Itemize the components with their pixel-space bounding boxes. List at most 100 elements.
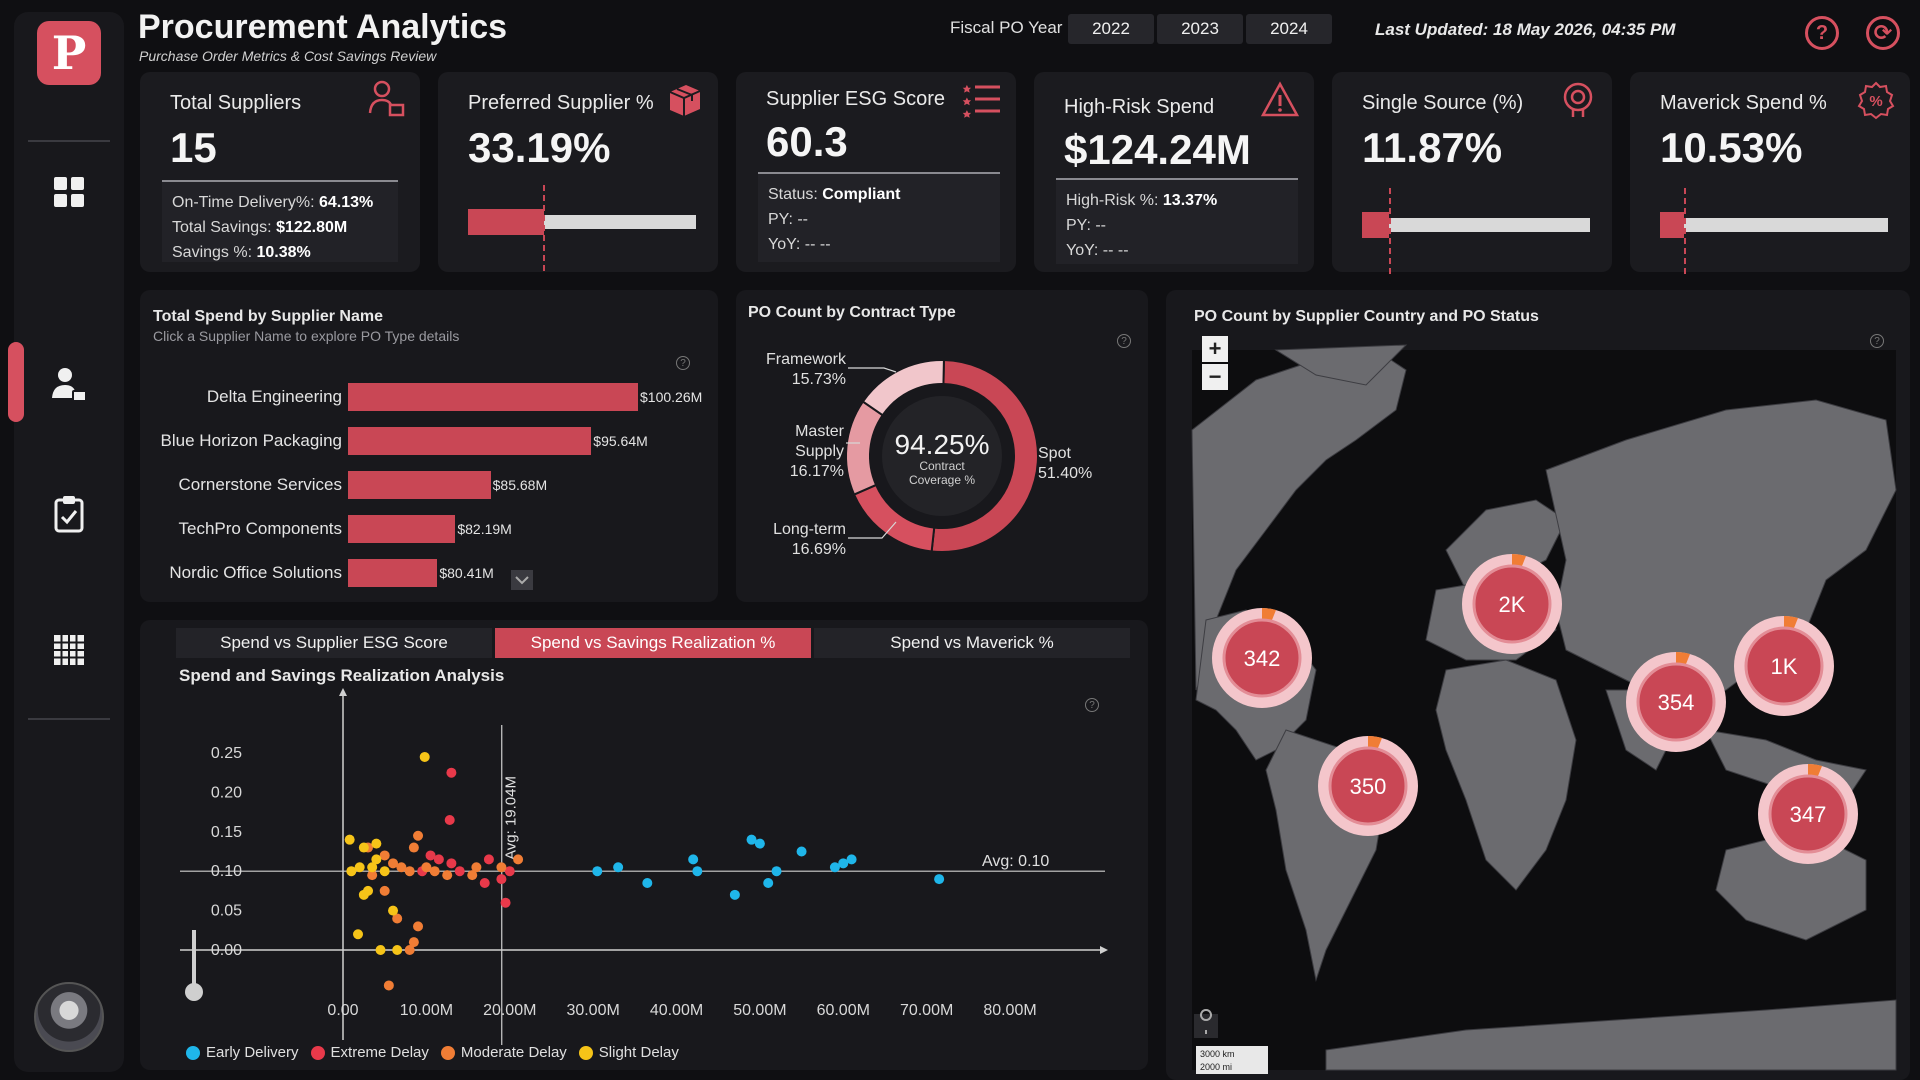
bullet-target bbox=[1389, 188, 1392, 274]
supplier-bar[interactable] bbox=[348, 471, 491, 499]
kpi-value: 10.53% bbox=[1660, 124, 1803, 171]
help-icon[interactable]: ? bbox=[1805, 16, 1839, 50]
bullet-fill bbox=[1362, 212, 1390, 238]
zoom-out-button bbox=[1202, 364, 1228, 390]
kpi-high-risk-spend[interactable]: High-Risk Spend $124.24M High-Risk %: 13… bbox=[1034, 72, 1314, 272]
supplier-bar[interactable] bbox=[348, 515, 456, 543]
sidebar-item-suppliers[interactable] bbox=[49, 364, 89, 404]
slice-label-master: Master bbox=[795, 423, 845, 440]
y-tick-label: 0.00 bbox=[211, 942, 242, 959]
zoom-in-label: + bbox=[1209, 336, 1222, 361]
scatter-point bbox=[613, 862, 624, 873]
supplier-bar-value: $82.19M bbox=[457, 521, 512, 537]
supplier-name-label[interactable]: Delta Engineering bbox=[206, 387, 342, 406]
map-scale-mi: 2000 mi bbox=[1200, 1062, 1232, 1072]
legend-item-extreme[interactable]: Extreme Delay bbox=[310, 1044, 429, 1061]
legend-item-moderate[interactable]: Moderate Delay bbox=[440, 1044, 567, 1061]
world-map[interactable]: 342 2K 1K 354 350 347 + − 3000 km 2000 mi bbox=[1166, 290, 1910, 1080]
info-icon[interactable]: ? bbox=[1870, 334, 1884, 348]
info-icon[interactable]: ? bbox=[1117, 334, 1131, 348]
sidebar-item-dashboard[interactable] bbox=[49, 172, 89, 212]
expand-dropdown-icon[interactable] bbox=[510, 569, 534, 591]
kpi-esg-score[interactable]: Supplier ESG Score 60.3 Status: Complian… bbox=[736, 72, 1016, 272]
zoom-out-label: − bbox=[1209, 364, 1222, 389]
slice-pct-longterm: 16.69% bbox=[792, 541, 846, 558]
supplier-bar-row[interactable]: TechPro Components $82.19M bbox=[140, 515, 740, 543]
scatter-point bbox=[754, 838, 765, 849]
map-bubble-europe: 2K bbox=[1462, 554, 1562, 654]
sidebar-active-indicator bbox=[8, 342, 24, 422]
supplier-bar[interactable] bbox=[348, 383, 638, 411]
rating-list-icon bbox=[962, 84, 1000, 118]
tab-spend-vs-maverick[interactable]: Spend vs Maverick % bbox=[814, 628, 1130, 658]
legend-item-early[interactable]: Early Delivery bbox=[186, 1044, 299, 1061]
scatter-point bbox=[392, 945, 403, 955]
scatter-series-slight-delay bbox=[344, 751, 430, 955]
supplier-bar-value: $95.64M bbox=[593, 433, 648, 449]
x-tick-label: 20.00M bbox=[483, 1002, 536, 1019]
kpi-detail-box: High-Risk %: 13.37% PY: -- YoY: -- -- bbox=[1056, 178, 1298, 264]
kpi-title: Single Source (%) bbox=[1362, 92, 1524, 114]
y-tick-label: 0.10 bbox=[211, 863, 242, 880]
year-button-2023[interactable]: 2023 bbox=[1157, 14, 1243, 44]
kpi-title: Preferred Supplier % bbox=[468, 92, 654, 114]
avatar[interactable] bbox=[34, 982, 104, 1052]
supplier-bar[interactable] bbox=[348, 427, 592, 455]
x-tick-label: 80.00M bbox=[983, 1002, 1036, 1019]
tab-spend-vs-savings[interactable]: Spend vs Savings Realization % bbox=[495, 628, 811, 658]
scatter-point bbox=[746, 834, 757, 845]
supplier-name-label[interactable]: Nordic Office Solutions bbox=[169, 563, 342, 582]
scatter-point bbox=[344, 834, 355, 845]
scatter-point bbox=[379, 885, 390, 896]
kpi-maverick-spend[interactable]: Maverick Spend % 10.53% % bbox=[1630, 72, 1910, 274]
sidebar-item-tasks[interactable] bbox=[49, 494, 89, 534]
scatter-point bbox=[692, 866, 703, 877]
greenland-land bbox=[1274, 344, 1408, 386]
donut-hole bbox=[882, 396, 1002, 516]
kpi-single-source[interactable]: Single Source (%) 11.87% bbox=[1332, 72, 1612, 274]
legend-item-slight[interactable]: Slight Delay bbox=[578, 1044, 679, 1061]
supplier-name-label[interactable]: Blue Horizon Packaging bbox=[160, 431, 342, 450]
scatter-point bbox=[642, 878, 653, 889]
year-button-2024[interactable]: 2024 bbox=[1246, 14, 1332, 44]
kpi-title: High-Risk Spend bbox=[1064, 96, 1215, 118]
map-bubble-south-america: 350 bbox=[1318, 736, 1418, 836]
esg-status-line: Status: Compliant bbox=[768, 186, 901, 203]
refresh-icon[interactable]: ⟳ bbox=[1866, 16, 1900, 50]
year-button-2022[interactable]: 2022 bbox=[1068, 14, 1154, 44]
bullet-target bbox=[543, 185, 546, 271]
slice-pct-master: 16.17% bbox=[790, 463, 844, 480]
sidebar-divider bbox=[28, 718, 110, 720]
panel-title: PO Count by Supplier Country and PO Stat… bbox=[1194, 308, 1539, 325]
supplier-bar-row[interactable]: Delta Engineering $100.26M bbox=[140, 383, 740, 411]
scatter-point bbox=[408, 937, 419, 948]
savings-scatter-chart[interactable]: Avg: 19.04M Avg: 0.10 0.00 10.00M 20.00M 30.0… bbox=[140, 620, 1148, 1070]
scatter-title: Spend and Savings Realization Analysis bbox=[179, 666, 505, 685]
supplier-name-label[interactable]: Cornerstone Services bbox=[178, 475, 342, 494]
scatter-point bbox=[500, 897, 511, 908]
supplier-icon bbox=[52, 368, 87, 402]
scatter-point bbox=[408, 842, 419, 853]
tab-spend-vs-esg[interactable]: Spend vs Supplier ESG Score bbox=[176, 628, 492, 658]
slice-pct-spot: 51.40% bbox=[1038, 465, 1092, 482]
map-scale-km: 3000 km bbox=[1200, 1049, 1235, 1059]
kpi-total-suppliers[interactable]: Total Suppliers 15 On-Time Delivery%: 64… bbox=[140, 72, 420, 272]
supplier-bar[interactable] bbox=[348, 559, 438, 587]
scatter-point bbox=[838, 858, 849, 869]
scatter-point bbox=[592, 866, 603, 877]
supplier-name-label[interactable]: TechPro Components bbox=[178, 519, 342, 538]
kpi-preferred-supplier[interactable]: Preferred Supplier % 33.19% bbox=[438, 72, 718, 272]
high-risk-pct-line: High-Risk %: 13.37% bbox=[1066, 192, 1218, 209]
info-icon[interactable]: ? bbox=[1085, 698, 1099, 712]
scatter-point bbox=[846, 854, 857, 865]
sidebar-item-table[interactable] bbox=[49, 630, 89, 670]
scatter-point bbox=[496, 862, 507, 873]
supplier-bar-row[interactable]: Nordic Office Solutions $80.41M bbox=[140, 559, 740, 587]
map-bubble-label: 350 bbox=[1350, 774, 1387, 799]
supplier-bar-row[interactable]: Cornerstone Services $85.68M bbox=[140, 471, 740, 499]
supplier-bar-row[interactable]: Blue Horizon Packaging $95.64M bbox=[140, 427, 740, 455]
table-grid-icon bbox=[54, 635, 84, 665]
scatter-point bbox=[479, 878, 490, 889]
page-subtitle: Purchase Order Metrics & Cost Savings Re… bbox=[139, 48, 437, 64]
info-icon[interactable]: ? bbox=[676, 356, 690, 370]
